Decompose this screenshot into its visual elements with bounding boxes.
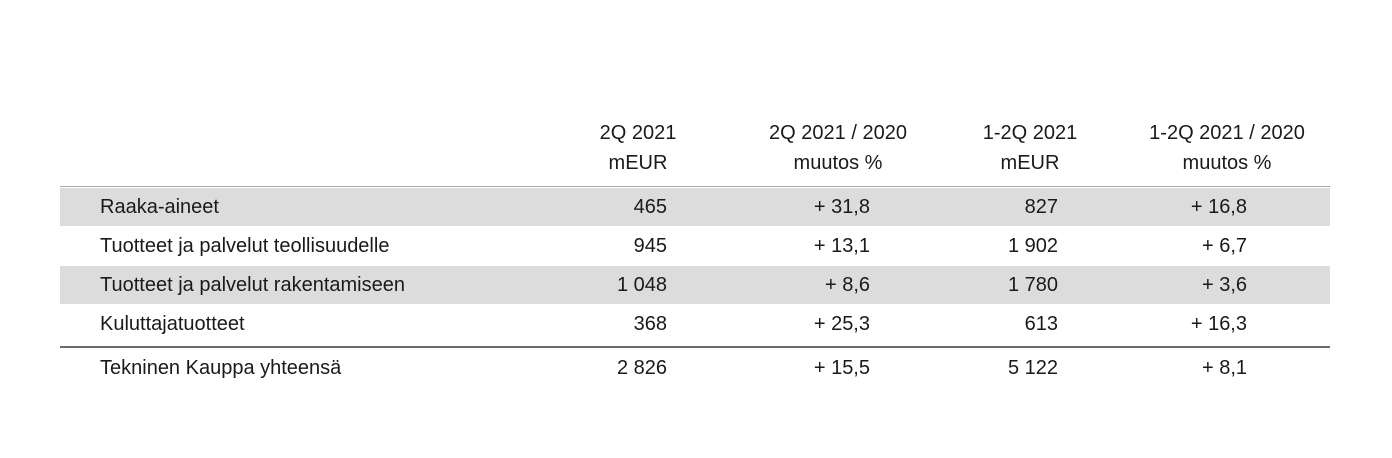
column-header: 2Q 2021 / 2020: [769, 122, 907, 144]
row-shade: [60, 266, 1330, 304]
cell: + 3,6: [1201, 274, 1247, 296]
cell: 368: [633, 313, 667, 335]
cell: + 16,8: [1190, 196, 1247, 218]
column-header: 2Q 2021: [599, 122, 677, 144]
total-cell: 5 122: [1007, 357, 1058, 379]
column-header: 1-2Q 2021 / 2020: [1149, 122, 1305, 144]
cell: 1 780: [1007, 274, 1058, 296]
row-label: Kuluttajatuotteet: [100, 313, 245, 335]
column-header: muutos %: [1182, 152, 1272, 174]
cell: 1 902: [1007, 235, 1058, 257]
total-label: Tekninen Kauppa yhteensä: [100, 357, 342, 379]
column-header: mEUR: [608, 152, 668, 174]
row-label: Raaka-aineet: [100, 196, 219, 218]
total-cell: + 15,5: [813, 357, 870, 379]
total-cell: 2 826: [616, 357, 667, 379]
column-header: mEUR: [1000, 152, 1060, 174]
cell: 613: [1024, 313, 1058, 335]
total-cell: + 8,1: [1201, 357, 1247, 379]
cell: 945: [633, 235, 667, 257]
cell: + 25,3: [813, 313, 870, 335]
cell: + 16,3: [1190, 313, 1247, 335]
row-shade: [60, 188, 1330, 226]
cell: + 31,8: [813, 196, 870, 218]
cell: 465: [633, 196, 667, 218]
row-label: Tuotteet ja palvelut teollisuudelle: [100, 235, 390, 257]
header-rule: [60, 186, 1330, 187]
column-header: muutos %: [793, 152, 883, 174]
cell: 1 048: [616, 274, 667, 296]
cell: + 13,1: [813, 235, 870, 257]
cell: + 8,6: [824, 274, 870, 296]
column-header: 1-2Q 2021: [982, 122, 1078, 144]
row-label: Tuotteet ja palvelut rakentamiseen: [100, 274, 405, 296]
total-rule: [60, 346, 1330, 348]
cell: + 6,7: [1201, 235, 1247, 257]
cell: 827: [1024, 196, 1058, 218]
